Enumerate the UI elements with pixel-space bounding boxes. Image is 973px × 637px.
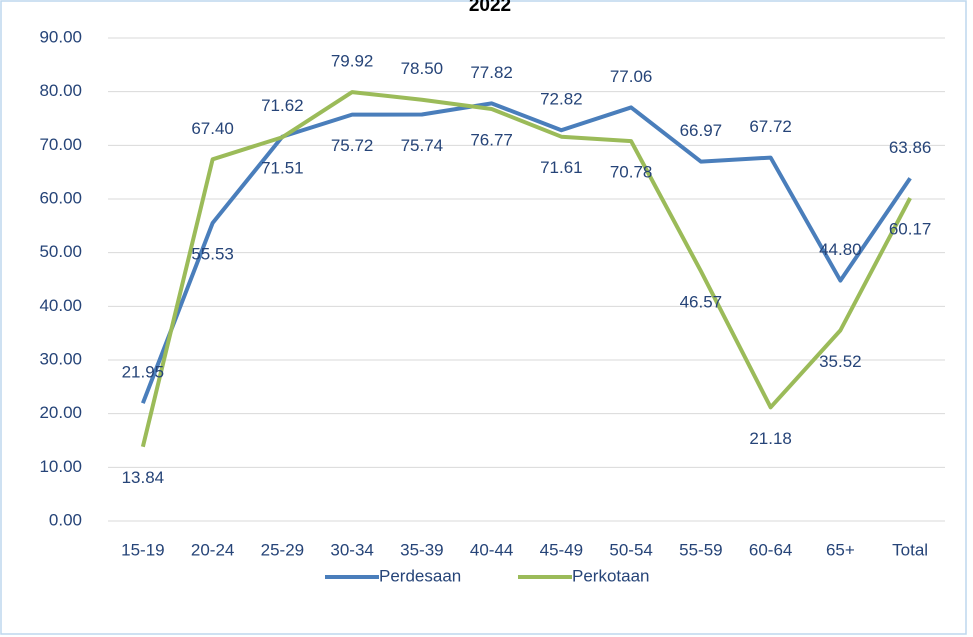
x-tick-label: 65+ <box>826 540 855 559</box>
data-label: 55.53 <box>191 244 234 263</box>
data-label: 46.57 <box>680 293 723 312</box>
data-label: 21.95 <box>122 363 165 382</box>
data-label: 77.06 <box>610 67 653 86</box>
data-label: 71.51 <box>261 159 304 178</box>
data-label: 67.72 <box>749 117 792 136</box>
x-tick-label: 20-24 <box>191 540 234 559</box>
data-label: 78.50 <box>401 59 444 78</box>
series-line <box>140 90 912 448</box>
x-tick-label: 15-19 <box>121 540 164 559</box>
data-label: 77.82 <box>470 63 513 82</box>
chart-title: 2022 <box>469 0 511 16</box>
data-label: 72.82 <box>540 90 583 109</box>
data-label: 70.78 <box>610 163 653 182</box>
y-tick-label: 20.00 <box>39 403 82 422</box>
y-tick-label: 80.00 <box>39 81 82 100</box>
x-tick-label: 55-59 <box>679 540 722 559</box>
data-label: 75.74 <box>401 136 444 155</box>
data-label: 44.80 <box>819 240 862 259</box>
data-label: 75.72 <box>331 136 374 155</box>
data-label: 66.97 <box>680 121 723 140</box>
data-label: 76.77 <box>470 130 513 149</box>
data-label: 35.52 <box>819 352 862 371</box>
data-label: 67.40 <box>191 119 234 138</box>
y-tick-label: 30.00 <box>39 349 82 368</box>
x-tick-label: 50-54 <box>609 540 652 559</box>
x-tick-label: 35-39 <box>400 540 443 559</box>
data-label: 79.92 <box>331 52 374 71</box>
data-label: 21.18 <box>749 429 792 448</box>
y-tick-label: 60.00 <box>39 188 82 207</box>
data-label: 63.86 <box>889 138 932 157</box>
x-tick-label: 45-49 <box>540 540 583 559</box>
x-tick-label: Total <box>892 540 928 559</box>
y-tick-label: 70.00 <box>39 135 82 154</box>
y-tick-label: 40.00 <box>39 296 82 315</box>
x-tick-label: 60-64 <box>749 540 792 559</box>
legend-label: Perdesaan <box>379 566 461 585</box>
x-tick-label: 30-34 <box>330 540 373 559</box>
x-tick-label: 40-44 <box>470 540 513 559</box>
y-tick-label: 10.00 <box>39 457 82 476</box>
data-label: 71.61 <box>540 158 583 177</box>
legend-label: Perkotaan <box>572 566 650 585</box>
x-tick-label: 25-29 <box>261 540 304 559</box>
data-label: 13.84 <box>122 468 165 487</box>
y-tick-label: 0.00 <box>49 510 82 529</box>
series-line <box>141 101 912 404</box>
data-label: 60.17 <box>889 220 932 239</box>
data-label: 71.62 <box>261 96 304 115</box>
y-tick-label: 90.00 <box>39 27 82 46</box>
y-tick-label: 50.00 <box>39 242 82 261</box>
